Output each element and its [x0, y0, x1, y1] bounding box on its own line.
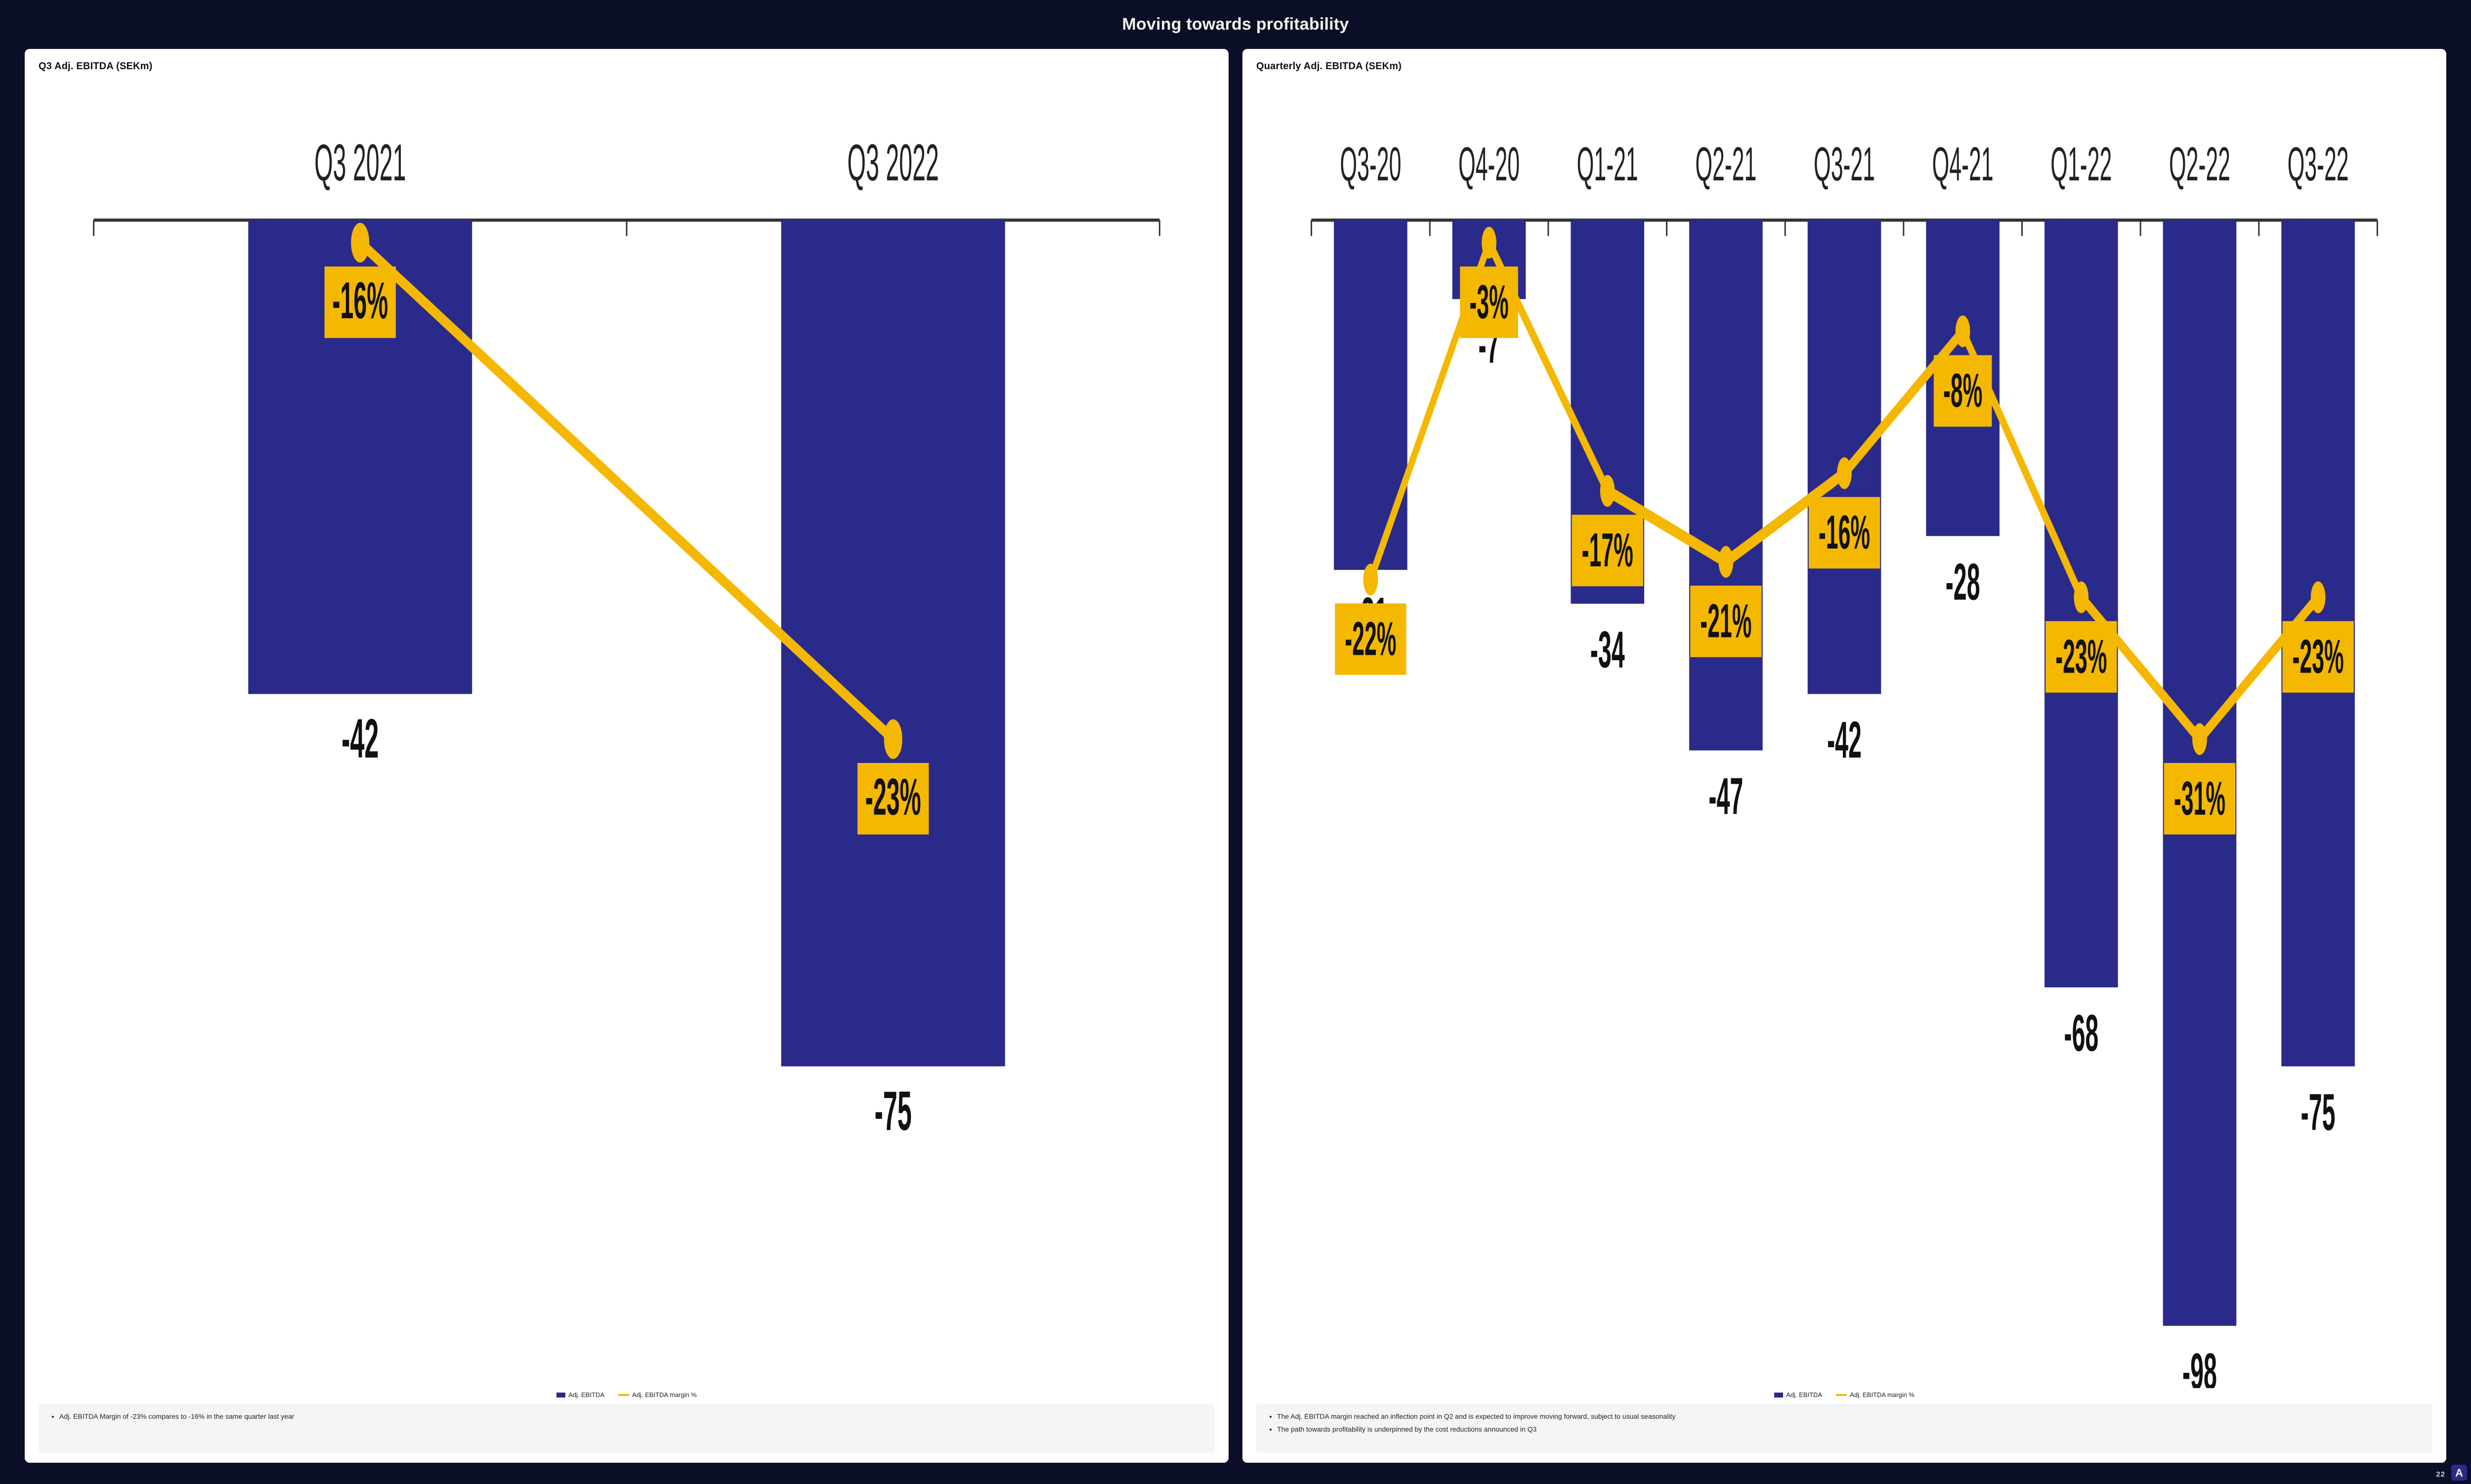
- left-chart: Q3 2021 Q3 2022 -42 -75 -16% -23%: [39, 77, 1215, 1388]
- margin-label: -23%: [865, 768, 921, 826]
- category-label: Q1-21: [1577, 137, 1638, 191]
- category-label: Q1-22: [2050, 137, 2112, 191]
- legend-line-label: Adj. EBITDA margin %: [632, 1391, 697, 1399]
- legend-bar-label: Adj. EBITDA: [1786, 1391, 1822, 1399]
- margin-marker: [1956, 315, 1970, 347]
- margin-marker: [2311, 581, 2326, 613]
- left-legend: Adj. EBITDA Adj. EBITDA margin %: [39, 1391, 1215, 1399]
- bar-swatch-icon: [556, 1393, 565, 1398]
- category-label: Q4-21: [1932, 137, 1994, 191]
- margin-marker: [351, 223, 369, 262]
- note-item: Adj. EBITDA Margin of -23% compares to -…: [59, 1411, 1205, 1421]
- category-label: Q3-20: [1340, 137, 1401, 191]
- bar-swatch-icon: [1774, 1393, 1783, 1398]
- legend-line: Adj. EBITDA margin %: [618, 1391, 697, 1399]
- margin-marker: [2192, 723, 2207, 755]
- legend-line-label: Adj. EBITDA margin %: [1850, 1391, 1915, 1399]
- page-title: Moving towards profitability: [25, 15, 2446, 34]
- brand-logo-icon: A: [2450, 1464, 2468, 1482]
- bar-value-label: -42: [341, 708, 379, 770]
- bar-value-label: -34: [1590, 621, 1625, 679]
- page-number: 22: [2436, 1470, 2445, 1479]
- category-label: Q4-20: [1458, 137, 1520, 191]
- slide: Moving towards profitability Q3 Adj. EBI…: [0, 0, 2471, 1483]
- bar-value-label: -75: [2301, 1084, 2336, 1142]
- category-label: Q2-21: [1695, 137, 1756, 191]
- svg-text:A: A: [2455, 1467, 2463, 1479]
- category-label: Q3-21: [1814, 137, 1875, 191]
- margin-marker: [1600, 475, 1615, 507]
- margin-marker: [1718, 546, 1733, 578]
- right-chart: Q3-20 Q4-20 Q1-21 Q2-21 Q3-21 Q4-21 Q1-22 Q2-22…: [1256, 77, 2432, 1388]
- legend-bar: Adj. EBITDA: [1774, 1391, 1822, 1399]
- bar: [781, 220, 1005, 1066]
- bar-value-label: -68: [2064, 1005, 2098, 1062]
- left-notes: Adj. EBITDA Margin of -23% compares to -…: [39, 1403, 1215, 1453]
- margin-label: -23%: [2293, 630, 2344, 683]
- line-swatch-icon: [618, 1394, 629, 1396]
- bar-value-label: -98: [2182, 1343, 2217, 1388]
- margin-label: -16%: [332, 272, 388, 330]
- category-label: Q3-22: [2288, 137, 2349, 191]
- margin-marker: [1482, 227, 1496, 258]
- margin-marker: [1363, 564, 1378, 595]
- bar-value-label: -75: [875, 1080, 912, 1142]
- margin-label: -3%: [1469, 275, 1508, 329]
- line-swatch-icon: [1836, 1394, 1847, 1396]
- bar: [1689, 220, 1763, 750]
- panels-row: Q3 Adj. EBITDA (SEKm) Q3 2021 Q3 2022 -42 -…: [25, 49, 2446, 1463]
- left-panel-title: Q3 Adj. EBITDA (SEKm): [39, 61, 1215, 72]
- margin-label: -17%: [1582, 523, 1633, 577]
- right-notes: The Adj. EBITDA margin reached an inflec…: [1256, 1403, 2432, 1453]
- margin-label: -16%: [1819, 506, 1870, 559]
- margin-label: -31%: [2174, 771, 2225, 825]
- right-panel-title: Quarterly Adj. EBITDA (SEKm): [1256, 61, 2432, 72]
- bar-value-label: -42: [1827, 711, 1862, 769]
- note-item: The Adj. EBITDA margin reached an inflec…: [1277, 1411, 2423, 1421]
- margin-marker: [1837, 457, 1852, 489]
- bar-value-label: -28: [1946, 553, 1980, 611]
- bar: [1334, 220, 1407, 570]
- margin-marker: [2074, 581, 2088, 613]
- category-label: Q3 2021: [314, 134, 406, 192]
- category-label: Q2-22: [2169, 137, 2230, 191]
- margin-label: -23%: [2055, 630, 2107, 683]
- right-panel: Quarterly Adj. EBITDA (SEKm) Q3-20Q4-20Q…: [1242, 49, 2446, 1463]
- margin-marker: [884, 719, 902, 759]
- left-panel: Q3 Adj. EBITDA (SEKm) Q3 2021 Q3 2022 -42 -…: [25, 49, 1229, 1463]
- margin-label: -21%: [1700, 594, 1751, 647]
- bar: [1808, 220, 1881, 694]
- margin-label: -8%: [1943, 364, 1982, 417]
- bar-value-label: -47: [1708, 767, 1743, 825]
- legend-line: Adj. EBITDA margin %: [1836, 1391, 1915, 1399]
- note-item: The path towards profitability is underp…: [1277, 1424, 2423, 1434]
- category-label: Q3 2022: [848, 134, 939, 192]
- legend-bar: Adj. EBITDA: [556, 1391, 604, 1399]
- right-legend: Adj. EBITDA Adj. EBITDA margin %: [1256, 1391, 2432, 1399]
- margin-label: -22%: [1345, 612, 1396, 665]
- legend-bar-label: Adj. EBITDA: [568, 1391, 604, 1399]
